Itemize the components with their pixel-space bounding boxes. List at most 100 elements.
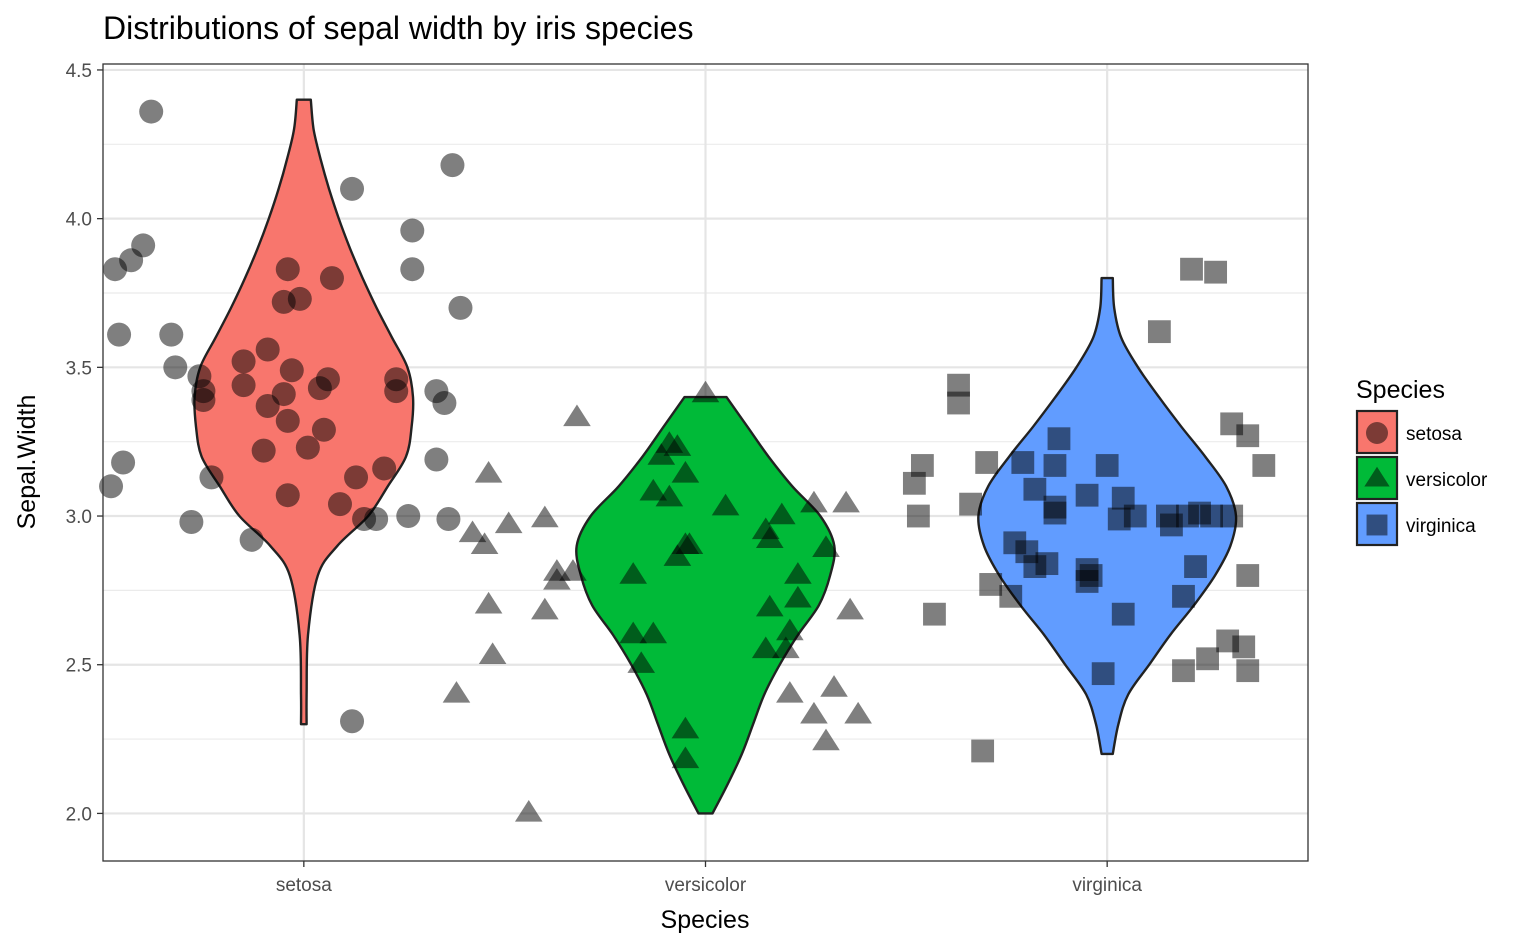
point-versicolor — [711, 493, 740, 516]
point-versicolor — [800, 490, 828, 513]
point-versicolor — [639, 478, 668, 501]
point-virginica — [1180, 257, 1203, 281]
point-versicolor — [470, 532, 499, 554]
point-virginica — [911, 454, 934, 477]
point-versicolor — [531, 597, 559, 620]
point-setosa — [396, 504, 421, 529]
point-versicolor — [812, 728, 840, 751]
point-setosa — [448, 295, 473, 320]
point-versicolor — [619, 621, 647, 644]
point-setosa — [251, 438, 276, 463]
point-versicolor — [514, 800, 543, 822]
x-tick-label: virginica — [1072, 875, 1142, 896]
point-versicolor — [776, 618, 804, 641]
point-setosa — [255, 337, 280, 362]
y-axis-title: Sepal.Width — [13, 395, 41, 530]
point-versicolor — [671, 461, 700, 483]
point-versicolor — [768, 502, 796, 525]
point-versicolor — [543, 568, 571, 590]
point-virginica — [975, 451, 999, 474]
point-versicolor — [494, 511, 523, 534]
point-setosa — [103, 257, 128, 282]
point-virginica — [1172, 659, 1195, 683]
point-virginica — [999, 584, 1023, 608]
point-setosa — [279, 358, 304, 383]
point-setosa — [319, 266, 344, 291]
point-versicolor — [836, 597, 864, 620]
point-versicolor — [627, 651, 656, 673]
point-setosa — [255, 393, 280, 418]
point-virginica — [1196, 647, 1219, 671]
point-versicolor — [812, 535, 840, 557]
point-setosa — [239, 527, 264, 552]
point-setosa — [384, 379, 409, 404]
point-versicolor — [663, 544, 692, 566]
point-virginica — [1236, 659, 1260, 683]
point-versicolor — [844, 701, 872, 724]
point-virginica — [1111, 602, 1135, 626]
point-setosa — [327, 492, 352, 517]
point-virginica — [902, 471, 926, 495]
x-tick-label: versicolor — [665, 875, 747, 896]
point-setosa — [432, 391, 457, 416]
point-versicolor — [559, 559, 587, 581]
point-setosa — [107, 322, 132, 347]
point-virginica — [1236, 424, 1260, 448]
y-tick-label: 2.0 — [66, 804, 92, 825]
point-virginica — [979, 573, 1003, 596]
point-setosa — [344, 465, 369, 490]
point-versicolor — [478, 642, 507, 665]
point-setosa — [295, 435, 320, 460]
point-virginica — [1200, 504, 1223, 528]
point-setosa — [179, 509, 204, 534]
point-virginica — [1075, 570, 1099, 593]
x-tick-label: setosa — [276, 875, 332, 896]
point-versicolor — [691, 380, 720, 403]
legend-label: versicolor — [1406, 470, 1488, 491]
y-axis: 2.0 2.5 3.0 3.5 4.0 4.5 — [66, 61, 103, 825]
point-virginica — [1075, 483, 1099, 507]
point-virginica — [1204, 260, 1228, 284]
point-setosa — [271, 289, 296, 314]
point-versicolor — [619, 562, 647, 584]
point-setosa — [340, 709, 365, 734]
point-versicolor — [784, 585, 812, 608]
point-virginica — [1232, 635, 1256, 659]
point-versicolor — [639, 621, 668, 644]
point-versicolor — [671, 716, 700, 739]
legend-key-versicolor — [1355, 455, 1399, 501]
point-virginica — [1184, 555, 1207, 578]
legend-symbol-virginica — [1366, 514, 1388, 536]
point-setosa — [231, 373, 256, 398]
point-virginica — [1236, 564, 1260, 587]
point-virginica — [1107, 507, 1131, 531]
point-setosa — [307, 376, 332, 401]
point-versicolor — [474, 461, 503, 483]
legend-symbol-setosa — [1366, 422, 1388, 444]
point-virginica — [1220, 504, 1244, 528]
point-versicolor — [751, 636, 780, 659]
point-setosa — [352, 507, 377, 532]
point-versicolor — [458, 520, 487, 543]
point-versicolor — [820, 675, 848, 697]
legend-symbol-versicolor — [1364, 466, 1390, 487]
point-setosa — [159, 322, 184, 347]
point-setosa — [424, 447, 449, 472]
point-versicolor — [784, 562, 812, 584]
point-virginica — [1160, 513, 1183, 537]
jitter-points — [99, 99, 1276, 822]
point-setosa — [400, 218, 425, 243]
point-versicolor — [800, 701, 828, 724]
point-setosa — [191, 388, 216, 413]
point-virginica — [1047, 427, 1071, 451]
point-virginica — [1011, 451, 1035, 474]
y-tick-label: 2.5 — [66, 656, 92, 677]
violin-versicolor — [575, 395, 836, 815]
point-setosa — [275, 483, 300, 508]
point-setosa — [436, 507, 461, 532]
point-setosa — [199, 465, 224, 490]
point-versicolor — [655, 484, 684, 507]
point-versicolor — [755, 526, 784, 549]
legend-label: virginica — [1406, 516, 1476, 537]
